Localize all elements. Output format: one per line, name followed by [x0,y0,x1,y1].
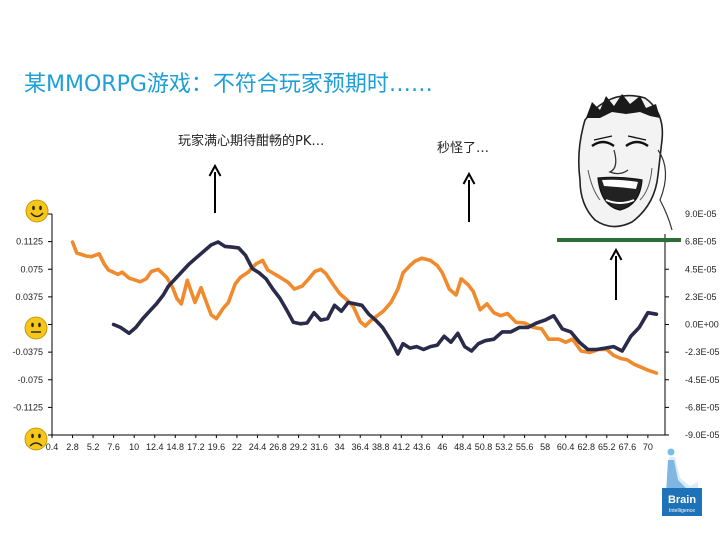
x-tick-label: 62.8 [577,442,595,452]
left-y-tick-label: 0.0375 [15,292,43,302]
x-tick-label: 12.4 [146,442,164,452]
x-tick-label: 53.2 [495,442,513,452]
left-y-tick-label: -0.1125 [13,402,43,412]
annotation-pk-text: 玩家满心期待酣畅的PK… [178,133,324,149]
right-y-tick-label: -6.8E-05 [685,402,720,412]
x-tick-label: 10 [129,442,139,452]
right-y-tick-label: -2.3E-05 [685,347,720,357]
x-tick-label: 14.8 [167,442,185,452]
left-y-tick-label: -0.0375 [12,347,43,357]
x-tick-label: 24.4 [249,442,267,452]
x-tick-label: 55.6 [516,442,534,452]
right-y-tick-label: 0.0E+00 [685,320,719,330]
x-tick-label: 48.4 [454,442,472,452]
x-tick-label: 29.2 [290,442,308,452]
right-y-tick-label: 2.3E-05 [685,292,717,302]
health-bar [557,238,681,242]
neutral-face-icon [24,316,48,340]
x-tick-label: 5.2 [87,442,100,452]
right-y-tick-label: -4.5E-05 [685,375,720,385]
left-y-tick-label: 0.075 [20,264,43,274]
x-tick-label: 7.6 [107,442,120,452]
x-tick-label: 50.8 [475,442,493,452]
happy-face-icon [25,199,49,223]
right-y-tick-label: 9.0E-05 [685,209,717,219]
slide-title: 某MMORPG游戏：不符合玩家预期时…… [24,72,433,97]
left-y-tick-label: -0.075 [17,375,43,385]
x-tick-label: 58 [540,442,550,452]
laughing-meme-face-icon [571,94,673,234]
x-tick-label: 67.6 [619,442,637,452]
sad-face-icon [24,427,48,451]
x-tick-label: 36.4 [351,442,369,452]
x-tick-label: 22 [232,442,242,452]
right-y-tick-label: 6.8E-05 [685,237,717,247]
x-tick-label: 0.4 [46,442,59,452]
arrow-up-icon [462,171,476,222]
x-tick-label: 46 [437,442,447,452]
logo-text-intelligence: Intelligence [669,508,695,514]
left-y-tick-label: 0.1125 [16,237,43,247]
x-tick-label: 17.2 [187,442,205,452]
x-tick-label: 19.6 [208,442,226,452]
x-tick-label: 2.8 [66,442,79,452]
x-tick-label: 65.2 [598,442,616,452]
x-tick-label: 38.8 [372,442,390,452]
series-line-2 [111,240,659,356]
right-y-tick-label: 4.5E-05 [685,264,717,274]
x-tick-label: 34 [335,442,345,452]
right-y-tick-label: -9.0E-05 [685,430,720,440]
arrow-up-icon [609,247,623,300]
x-tick-label: 43.6 [413,442,431,452]
annotation-oneshot-text: 秒怪了… [437,141,489,156]
x-tick-label: 70 [643,442,653,452]
x-tick-label: 60.4 [557,442,575,452]
logo-text-brain: Brain [668,494,696,506]
brain-intelligence-logo: Brain Intelligence [662,448,702,516]
x-tick-label: 26.8 [269,442,287,452]
arrow-up-icon [208,163,222,213]
x-tick-label: 31.6 [310,442,328,452]
x-tick-label: 41.2 [393,442,411,452]
